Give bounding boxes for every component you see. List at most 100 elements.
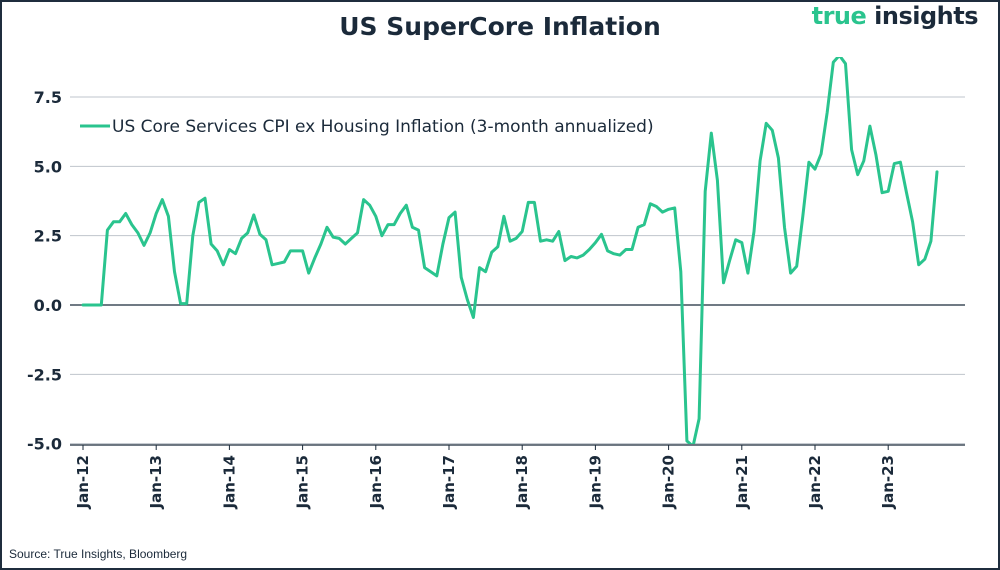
data-point xyxy=(161,198,163,200)
data-point xyxy=(875,154,877,156)
data-point xyxy=(222,264,224,266)
data-point xyxy=(326,226,328,228)
data-point xyxy=(881,192,883,194)
data-point xyxy=(649,203,651,205)
data-point xyxy=(582,254,584,256)
y-tick-label: 0.0 xyxy=(34,296,62,315)
data-point xyxy=(497,246,499,248)
data-point xyxy=(722,282,724,284)
data-point xyxy=(491,251,493,253)
x-tick-label: Jan-12 xyxy=(74,455,92,509)
data-point xyxy=(460,276,462,278)
data-point xyxy=(472,316,474,318)
data-point xyxy=(442,243,444,245)
data-point xyxy=(198,201,200,203)
data-point xyxy=(765,122,767,124)
data-point xyxy=(350,237,352,239)
data-point xyxy=(728,259,730,261)
data-point xyxy=(484,271,486,273)
data-point xyxy=(850,149,852,151)
data-point xyxy=(777,157,779,159)
data-point xyxy=(588,248,590,250)
data-point xyxy=(796,265,798,267)
data-point xyxy=(698,418,700,420)
data-point xyxy=(344,243,346,245)
data-point xyxy=(265,239,267,241)
chart-title: US SuperCore Inflation xyxy=(339,12,661,41)
data-point xyxy=(448,216,450,218)
x-tick-label: Jan-18 xyxy=(513,455,531,509)
data-point xyxy=(167,215,169,217)
data-point xyxy=(606,250,608,252)
data-point xyxy=(314,257,316,259)
x-tick-label: Jan-23 xyxy=(879,455,897,509)
legend: US Core Services CPI ex Housing Inflatio… xyxy=(80,117,654,137)
data-point xyxy=(918,264,920,266)
data-point xyxy=(332,236,334,238)
data-point xyxy=(533,201,535,203)
data-point xyxy=(100,304,102,306)
data-point xyxy=(301,250,303,252)
data-point xyxy=(283,261,285,263)
y-tick-label: -2.5 xyxy=(27,365,62,384)
data-point xyxy=(686,440,688,442)
data-point xyxy=(320,243,322,245)
data-point xyxy=(832,61,834,63)
data-point xyxy=(838,56,840,58)
data-point xyxy=(515,237,517,239)
data-point xyxy=(674,207,676,209)
data-point xyxy=(844,63,846,65)
data-point xyxy=(564,259,566,261)
data-point xyxy=(680,271,682,273)
data-point xyxy=(887,190,889,192)
data-point xyxy=(179,302,181,304)
data-point xyxy=(576,257,578,259)
data-point xyxy=(655,205,657,207)
data-point xyxy=(210,243,212,245)
data-point xyxy=(149,232,151,234)
data-point xyxy=(594,241,596,243)
x-tick-label: Jan-20 xyxy=(660,455,678,509)
data-point xyxy=(338,237,340,239)
data-point xyxy=(905,192,907,194)
data-point xyxy=(112,221,114,223)
data-point xyxy=(637,226,639,228)
data-point xyxy=(88,304,90,306)
y-tick-label: 2.5 xyxy=(34,227,62,246)
data-point xyxy=(600,233,602,235)
data-point xyxy=(808,161,810,163)
data-point xyxy=(143,244,145,246)
data-point xyxy=(753,230,755,232)
data-point xyxy=(899,161,901,163)
x-tick-label: Jan-16 xyxy=(367,455,385,509)
data-point xyxy=(716,179,718,181)
x-tick-label: Jan-22 xyxy=(806,455,824,509)
data-point xyxy=(930,240,932,242)
data-point xyxy=(436,275,438,277)
data-point xyxy=(234,253,236,255)
data-point xyxy=(106,229,108,231)
data-point xyxy=(356,232,358,234)
data-point xyxy=(625,248,627,250)
data-point xyxy=(417,229,419,231)
data-point xyxy=(814,168,816,170)
data-point xyxy=(802,215,804,217)
data-point xyxy=(228,248,230,250)
data-point xyxy=(369,204,371,206)
data-point xyxy=(186,302,188,304)
data-point xyxy=(430,271,432,273)
y-tick-label: 5.0 xyxy=(34,157,62,176)
data-point xyxy=(539,240,541,242)
data-point xyxy=(783,226,785,228)
data-point xyxy=(271,264,273,266)
data-point xyxy=(393,223,395,225)
data-point xyxy=(94,304,96,306)
data-point xyxy=(277,262,279,264)
data-point xyxy=(173,271,175,273)
data-point xyxy=(375,215,377,217)
x-tick-label: Jan-21 xyxy=(733,455,751,509)
data-point xyxy=(155,212,157,214)
data-point xyxy=(405,204,407,206)
